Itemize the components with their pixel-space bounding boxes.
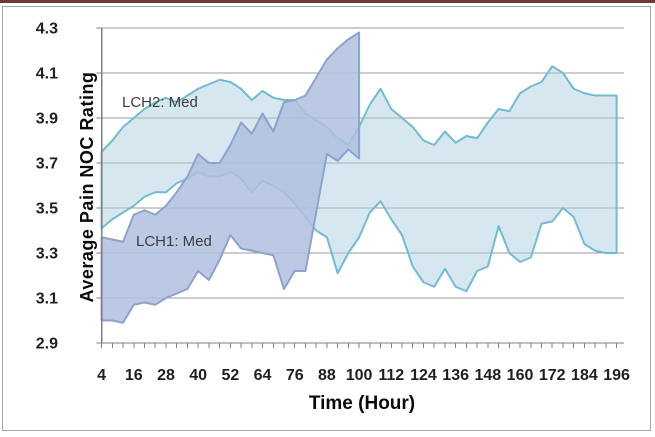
x-tick-label: 52 bbox=[221, 367, 239, 384]
band-lch1 bbox=[100, 31, 361, 324]
series-label-lch2: LCH2: Med bbox=[122, 94, 198, 111]
y-tick-label: 3.9 bbox=[36, 111, 58, 128]
x-axis-title: Time (Hour) bbox=[308, 393, 416, 414]
y-tick-label: 3.7 bbox=[36, 156, 58, 173]
x-tick-label: 196 bbox=[603, 367, 630, 384]
pain-rating-band-chart: 2.9 3.1 3.3 3.5 3.7 3.9 4.1 4.3 4 16 28 40 52 64 76 88 1… bbox=[36, 21, 630, 385]
x-tick-label: 136 bbox=[442, 367, 469, 384]
y-axis-title: Average Pain NOC Rating bbox=[77, 71, 97, 303]
x-tick-label: 64 bbox=[254, 367, 272, 384]
series-label-lch1: LCH1: Med bbox=[136, 233, 212, 250]
x-tick-label: 172 bbox=[539, 367, 566, 384]
x-tick-label: 4 bbox=[97, 367, 106, 384]
y-tick-label: 2.9 bbox=[36, 336, 58, 353]
x-tick-label: 76 bbox=[286, 367, 304, 384]
y-tick-label: 3.1 bbox=[36, 291, 58, 308]
x-tick-label: 148 bbox=[474, 367, 501, 384]
x-tick-label: 124 bbox=[410, 367, 437, 384]
x-tick-label: 16 bbox=[125, 367, 143, 384]
y-tick-label: 4.1 bbox=[36, 66, 58, 83]
y-tick-label: 4.3 bbox=[36, 21, 58, 38]
x-tick-label: 184 bbox=[571, 367, 598, 384]
x-tick-label: 112 bbox=[378, 367, 404, 384]
y-tick-label: 3.5 bbox=[36, 201, 58, 218]
x-tick-label: 88 bbox=[318, 367, 336, 384]
y-tick-label: 3.3 bbox=[36, 246, 58, 263]
x-tick-label: 100 bbox=[346, 367, 373, 384]
x-tick-label: 160 bbox=[507, 367, 534, 384]
x-tick-label: 40 bbox=[189, 367, 207, 384]
x-tick-label: 28 bbox=[157, 367, 175, 384]
